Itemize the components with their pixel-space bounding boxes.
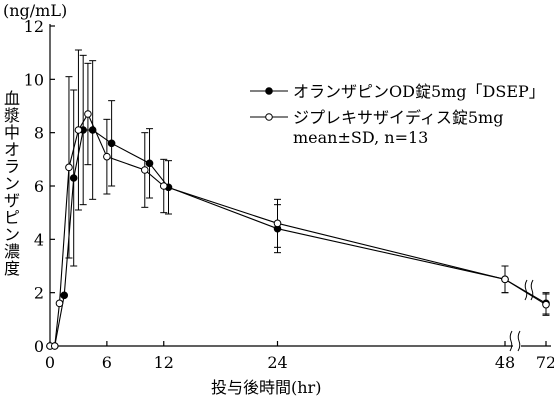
x-tick-label: 48 [495, 353, 515, 372]
series-line [50, 112, 547, 347]
data-point-open [84, 110, 92, 118]
x-axis-break-mark [517, 330, 521, 352]
y-axis-title-char: 度 [4, 259, 20, 278]
data-point-open [103, 152, 111, 161]
legend-label: ジプレキサザイディス錠5mg [293, 108, 503, 127]
data-point-open [65, 163, 73, 172]
y-axis-title-char: オ [4, 140, 20, 159]
legend-marker [265, 113, 273, 121]
y-axis-title-char: 濃 [4, 242, 20, 261]
y-tick-label: 12 [24, 17, 44, 36]
series-break-mark [524, 279, 528, 301]
x-tick-label: 6 [102, 353, 112, 372]
data-point-filled [60, 291, 69, 300]
legend-marker [265, 87, 273, 95]
data-point-open [140, 166, 149, 174]
x-axis-break-mark [509, 330, 513, 352]
data-point-open [50, 342, 59, 350]
data-point-filled [145, 159, 154, 168]
data-point-filled [107, 139, 116, 148]
y-axis-title-char: 血 [4, 89, 20, 108]
data-point-open [159, 182, 168, 190]
legend-label: オランザピンOD錠5mg「DSEP」 [293, 82, 545, 101]
x-tick-label: 24 [267, 353, 287, 372]
y-axis-title-char: ン [4, 174, 20, 193]
legend: オランザピンOD錠5mg「DSEP」ジプレキサザイディス錠5mgmean±SD,… [250, 82, 545, 147]
series-break-mark [530, 279, 534, 301]
data-point-open [74, 126, 83, 134]
y-axis-title-char: ン [4, 225, 20, 244]
data-point-open [273, 219, 282, 228]
data-point-open [501, 275, 509, 284]
y-tick-label: 10 [24, 70, 44, 89]
x-tick-label: 12 [154, 353, 174, 372]
y-axis-title-char: 中 [4, 123, 20, 142]
y-axis-unit-label: (ng/mL) [3, 1, 67, 20]
x-tick-label: 72 [536, 353, 554, 372]
y-tick-label: 8 [34, 124, 44, 143]
data-point-filled [69, 174, 78, 182]
y-tick-label: 6 [34, 177, 44, 196]
series-1 [46, 49, 550, 350]
axes [49, 24, 551, 352]
x-tick-label: 0 [45, 353, 55, 372]
y-axis-title-char: ラ [4, 157, 20, 176]
y-tick-label: 2 [34, 284, 44, 303]
series-layer [46, 49, 550, 350]
y-tick-label: 4 [34, 230, 44, 249]
y-axis-title-char: ザ [4, 191, 20, 210]
y-axis-title-char: 漿 [4, 106, 20, 125]
y-tick-label: 0 [34, 337, 44, 356]
legend-note: mean±SD, n=13 [293, 128, 428, 147]
x-axis-title: 投与後時間(hr) [211, 378, 321, 397]
data-point-open [55, 299, 64, 308]
data-point-open [542, 300, 550, 309]
y-axis-title-char: ピ [4, 208, 20, 227]
